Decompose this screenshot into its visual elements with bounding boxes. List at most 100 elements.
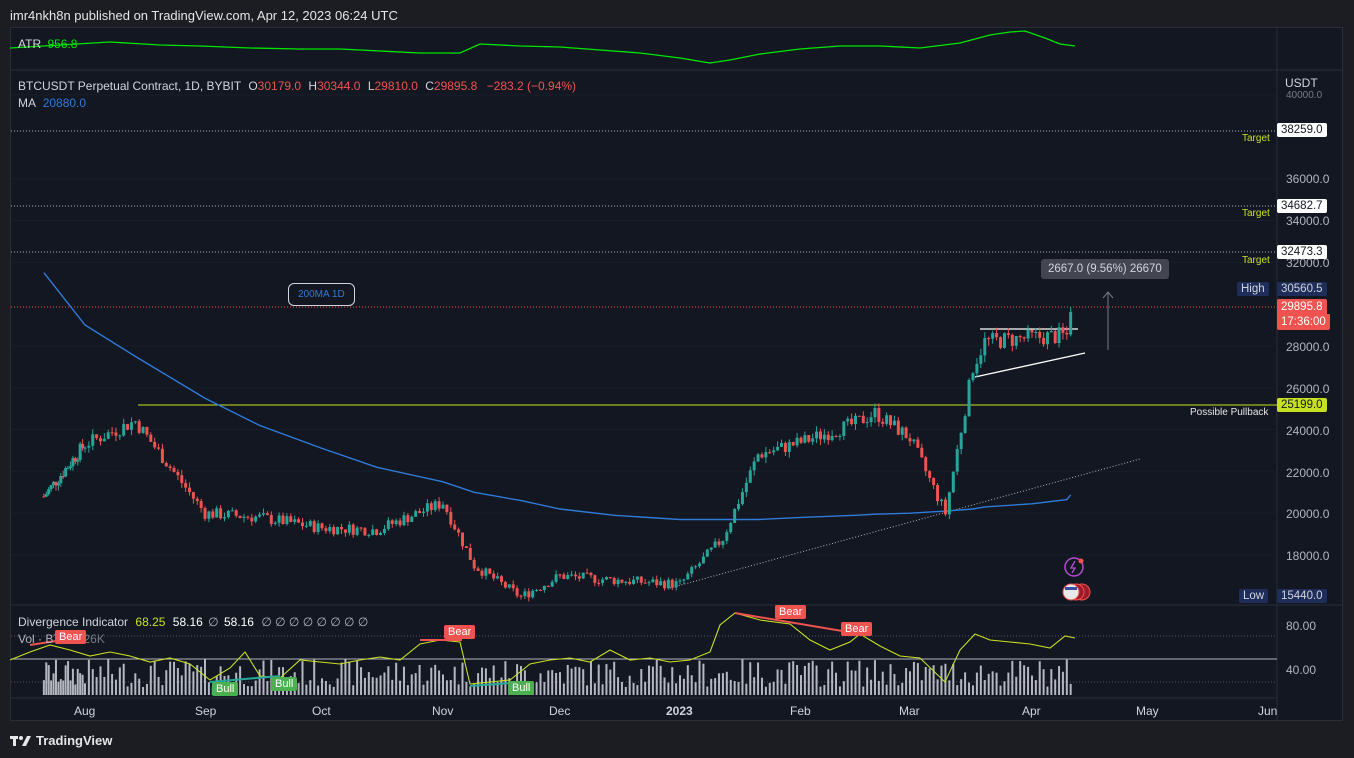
currency-label: USDT [1285, 76, 1318, 90]
target-label-3[interactable]: Target [1242, 255, 1270, 266]
volume-bar [406, 685, 409, 695]
divergence-legend[interactable]: Divergence Indicator 68.25 58.16 ∅ 58.16… [18, 615, 369, 629]
candle-body [999, 337, 1003, 348]
divergence-value-2: 58.16 [172, 615, 203, 629]
volume-bar [1027, 666, 1030, 695]
candle-body [52, 481, 56, 486]
candle-body [748, 470, 752, 483]
candle-body [293, 519, 297, 522]
volume-bar [445, 680, 448, 695]
candle-body [943, 499, 947, 515]
candle-body [546, 585, 550, 587]
candle-body [624, 581, 628, 583]
candle-body [273, 522, 277, 524]
target-label-1[interactable]: Target [1242, 133, 1270, 144]
candle-body [203, 508, 207, 519]
support-trendline [669, 458, 1141, 589]
candle-body [258, 514, 262, 517]
candle-body [1006, 333, 1010, 335]
atr-legend[interactable]: ATR 956.8 [18, 37, 77, 51]
candle-body [815, 431, 819, 439]
ma-legend[interactable]: MA 20880.0 [18, 96, 86, 110]
pullback-label[interactable]: Possible Pullback [1190, 407, 1269, 418]
candle-body [394, 520, 398, 524]
volume-bar [995, 672, 998, 695]
volume-bar [617, 677, 620, 695]
candle-body [207, 511, 211, 519]
candle-body [265, 513, 269, 515]
candle-body [262, 513, 265, 515]
candle-body [772, 450, 776, 453]
volume-bar [772, 681, 775, 695]
publish-header: imr4nkh8n published on TradingView.com, … [10, 8, 398, 23]
candle-body [717, 541, 721, 545]
tradingview-branding[interactable]: TradingView [10, 733, 112, 748]
candle-body [453, 524, 457, 530]
volume-bar [792, 661, 795, 695]
volume-bar [671, 667, 674, 695]
volume-bar [176, 668, 179, 695]
candle-body [1026, 329, 1030, 339]
candle-body [737, 504, 741, 509]
candle-body [375, 529, 379, 535]
candle-body [122, 424, 126, 436]
candle-body [367, 534, 371, 536]
volume-bar [733, 681, 736, 695]
price-tick: 34000.0 [1286, 214, 1330, 228]
volume-bar [916, 663, 919, 695]
ma-callout[interactable]: 200MA 1D [288, 283, 355, 306]
candle-body [764, 452, 768, 458]
volume-bar [952, 663, 955, 695]
candle-body [951, 471, 955, 493]
candle-body [558, 574, 562, 576]
candle-body [659, 581, 663, 586]
candle-body [608, 577, 612, 579]
volume-bar [551, 670, 554, 695]
us-flag-icon [1062, 583, 1080, 601]
candle-body [476, 568, 480, 571]
volume-bar [200, 666, 203, 695]
candle-body [402, 515, 406, 526]
volume-bar [1058, 666, 1061, 695]
volume-bar [488, 677, 491, 695]
candle-body [593, 575, 597, 583]
candle-body [601, 579, 605, 583]
volume-bar [59, 679, 62, 695]
volume-bar [469, 686, 472, 695]
volume-bar [402, 666, 405, 695]
candle-body [390, 520, 394, 524]
candle-body [779, 442, 783, 447]
volume-bar [169, 661, 172, 695]
volume-bar [336, 678, 339, 695]
volume-bar [465, 681, 468, 695]
volume-bar [936, 679, 939, 695]
volume-bar [184, 661, 187, 695]
volume-bar [204, 659, 206, 695]
candle-body [573, 574, 577, 577]
volume-bar [438, 670, 441, 695]
target-label-2[interactable]: Target [1242, 208, 1270, 219]
candle-body [987, 338, 991, 340]
volume-bar [340, 662, 343, 695]
volume-bar [663, 677, 666, 695]
candle-body [59, 476, 63, 484]
candle-body [639, 576, 643, 583]
volume-bar [644, 681, 647, 695]
volume-bar [74, 684, 77, 695]
candle-body [449, 512, 453, 525]
bear-label-4: Bear [841, 622, 873, 636]
time-tick: Nov [432, 704, 454, 718]
candle-body [215, 508, 219, 518]
volume-bar [1038, 661, 1041, 695]
candle-body [991, 333, 995, 339]
volume-bar [893, 673, 896, 695]
candle-body [616, 579, 620, 585]
symbol-legend[interactable]: BTCUSDT Perpetual Contract, 1D, BYBIT O3… [18, 79, 576, 93]
candle-body [725, 532, 729, 541]
candle-body [188, 487, 192, 493]
volume-bar [173, 661, 176, 695]
volume-bar [434, 664, 437, 695]
volume-bar [901, 682, 904, 695]
volume-bar [838, 686, 841, 695]
